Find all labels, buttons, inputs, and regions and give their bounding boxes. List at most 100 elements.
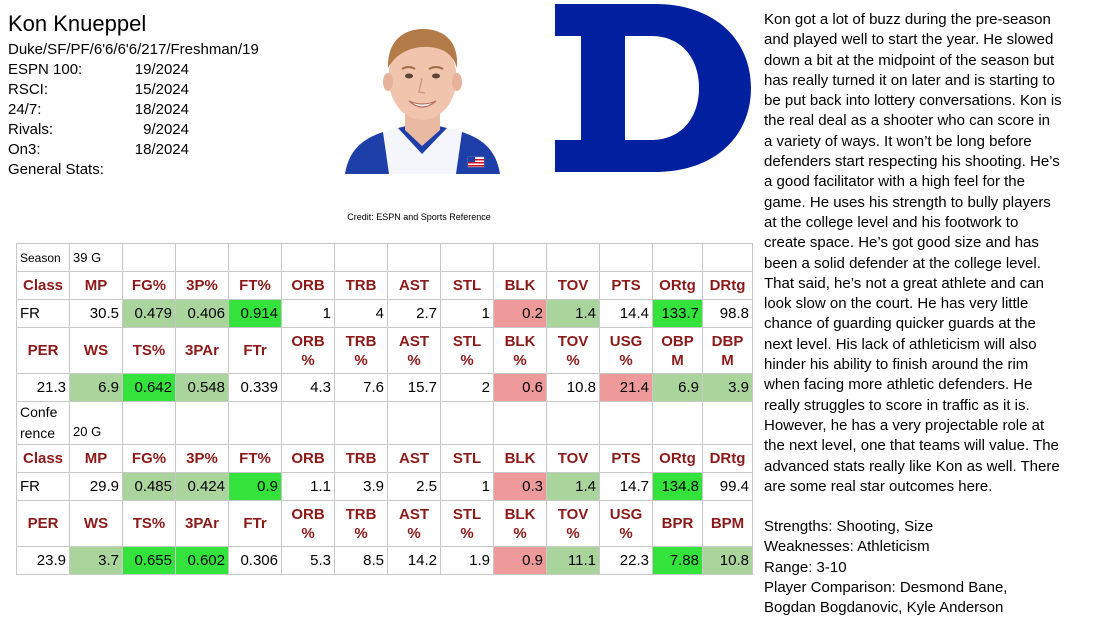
player-name: Kon Knueppel [8,11,147,36]
value-cell: 5.3 [281,546,335,575]
value-cell: 0.642 [122,373,176,402]
header-cell: 3PAr [175,500,229,547]
value-cell: 0.914 [228,299,282,328]
header-cell: TS% [122,327,176,374]
header-cell: 3P% [175,271,229,300]
report-line: when facing more athletic defenders. He [764,376,1033,394]
value-cell: 2 [440,373,494,402]
header-cell: BPM [702,500,753,547]
header-cell: FT% [228,444,282,473]
header-cell: Class [16,444,70,473]
conference-label: Confe rence [16,401,70,445]
ranking-espn: ESPN 100: 19/2024 [8,60,193,80]
ranking-label: Rivals: [8,121,54,138]
report-line: defenders start respecting his shooting.… [764,153,1060,171]
report-line: Kon got a lot of buzz during the pre-sea… [764,11,1051,28]
ranking-value: 15/2024 [134,81,189,98]
scouting-report: Kon got a lot of buzz during the pre-sea… [764,10,1108,619]
value-cell: 4 [334,299,388,328]
header-cell: OBP M [652,327,703,374]
ranking-value: 19/2024 [134,61,189,78]
report-line: next level. His lack of athleticism will… [764,335,1037,353]
header-cell: USG% [599,500,653,547]
header-cell: TOV% [546,500,600,547]
conference-advanced-header-row: PER WS TS% 3PAr FTr ORB% TRB% AST% STL% … [16,500,753,547]
report-line: has really turned it on later and is sta… [764,71,1055,89]
header-cell: BLK% [493,327,547,374]
value-cell: 1 [440,472,494,501]
report-line: That said, he’s not a great athlete and … [764,274,1044,292]
ranking-rivals: Rivals: 9/2024 [8,120,193,140]
header-cell: ORB% [281,327,335,374]
conference-games: 20 G [69,401,123,445]
value-cell: 0.479 [122,299,176,328]
value-cell: 3.7 [69,546,123,575]
report-line: a variety of ways. It won’t be long befo… [764,132,1032,150]
value-cell: 4.3 [281,373,335,402]
header-cell: PTS [599,444,653,473]
value-cell: 14.7 [599,472,653,501]
value-cell: FR [16,299,70,328]
weaknesses: Weaknesses: Athleticism [764,538,930,556]
header-cell: PER [16,327,70,374]
season-label: Season [16,243,70,272]
ranking-value: 9/2024 [143,121,189,138]
report-line: the real deal as a shooter who can score… [764,112,1051,130]
header-cell: FG% [122,271,176,300]
season-advanced-header-row: PER WS TS% 3PAr FTr ORB% TRB% AST% STL% … [16,327,753,374]
header-cell: BLK% [493,500,547,547]
header-cell: ORtg [652,271,703,300]
value-cell: 0.9 [493,546,547,575]
header-cell: WS [69,500,123,547]
header-cell: BLK [493,271,547,300]
ranking-label: ESPN 100: [8,61,83,78]
conference-basic-value-row: FR 29.9 0.485 0.424 0.9 1.1 3.9 2.5 1 0.… [16,472,753,501]
value-cell: 6.9 [652,373,703,402]
value-cell: 10.8 [546,373,600,402]
value-cell: 99.4 [702,472,753,501]
value-cell: 3.9 [334,472,388,501]
report-line: create space. He’s got good size and has [764,234,1039,252]
season-basic-header-row: Class MP FG% 3P% FT% ORB TRB AST STL BLK… [16,271,753,300]
conference-label-row: Confe rence 20 G [16,401,753,445]
value-cell: 0.2 [493,299,547,328]
season-label-row: Season 39 G [16,243,753,272]
season-advanced-value-row: 21.3 6.9 0.642 0.548 0.339 4.3 7.6 15.7 … [16,373,753,402]
ranking-value: 18/2024 [134,141,189,158]
value-cell: FR [16,472,70,501]
ranking-value: 18/2024 [134,101,189,118]
header-cell: DRtg [702,271,753,300]
draft-range: Range: 3-10 [764,558,847,576]
report-text: Kon got a lot of buzz during the pre-sea… [764,10,1108,497]
value-cell: 0.602 [175,546,229,575]
report-line: the next level, one that teams will valu… [764,437,1059,455]
value-cell: 7.88 [652,546,703,575]
value-cell: 10.8 [702,546,753,575]
value-cell: 3.9 [702,373,753,402]
header-cell: FTr [228,500,282,547]
header-cell: ORB [281,444,335,473]
header-cell: STL% [440,500,494,547]
value-cell: 22.3 [599,546,653,575]
report-line: and played well to start the year. He sl… [764,31,1054,49]
value-cell: 30.5 [69,299,123,328]
player-bio: Duke/SF/PF/6'6/6'6/217/Freshman/19 [8,41,259,58]
value-cell: 134.8 [652,472,703,501]
header-cell: AST% [387,327,441,374]
value-cell: 0.655 [122,546,176,575]
value-cell: 133.7 [652,299,703,328]
value-cell: 1.1 [281,472,335,501]
header-cell: FG% [122,444,176,473]
player-info: Duke/SF/PF/6'6/6'6/217/Freshman/19 ESPN … [8,40,259,180]
value-cell: 1.4 [546,472,600,501]
header-cell: TOV [546,444,600,473]
header-cell: BPR [652,500,703,547]
value-cell: 0.306 [228,546,282,575]
value-cell: 29.9 [69,472,123,501]
report-line: chance of guarding quicker guards at the [764,315,1036,333]
header-cell: TRB% [334,327,388,374]
header-cell: AST [387,271,441,300]
value-cell: 2.7 [387,299,441,328]
general-stats-label: General Stats: [8,161,104,178]
header-cell: 3PAr [175,327,229,374]
